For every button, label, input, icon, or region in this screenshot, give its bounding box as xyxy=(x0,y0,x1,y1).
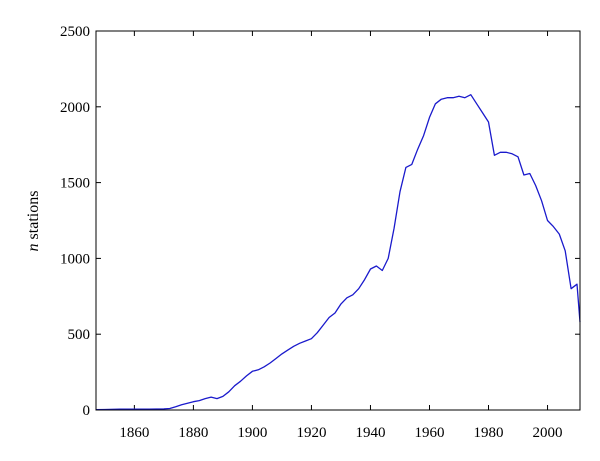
x-tick-label: 1920 xyxy=(296,425,326,441)
y-axis-label: n stations xyxy=(25,191,42,252)
x-tick-label: 1940 xyxy=(355,425,385,441)
plot-frame xyxy=(95,30,581,411)
y-axis-label-rest: stations xyxy=(25,191,42,244)
x-axis-ticks: 1860 1880 1900 1920 1940 1960 1980 2000 xyxy=(119,31,563,441)
x-tick-label: 1860 xyxy=(119,425,149,441)
y-axis-ticks: 0 500 1000 1500 2000 2500 xyxy=(60,24,580,419)
x-tick-label: 2000 xyxy=(533,425,563,441)
y-tick-label: 500 xyxy=(68,327,91,343)
y-tick-label: 1000 xyxy=(60,251,90,267)
y-tick-label: 1500 xyxy=(60,176,90,192)
x-tick-label: 1980 xyxy=(474,425,504,441)
y-axis-label-italic: n xyxy=(25,243,42,251)
y-tick-label: 2000 xyxy=(60,100,90,116)
y-tick-label: 0 xyxy=(83,403,91,419)
x-tick-label: 1880 xyxy=(178,425,208,441)
x-tick-label: 1960 xyxy=(414,425,444,441)
y-tick-label: 2500 xyxy=(60,24,90,40)
series-line-stations xyxy=(95,94,581,411)
x-tick-label: 1900 xyxy=(237,425,267,441)
